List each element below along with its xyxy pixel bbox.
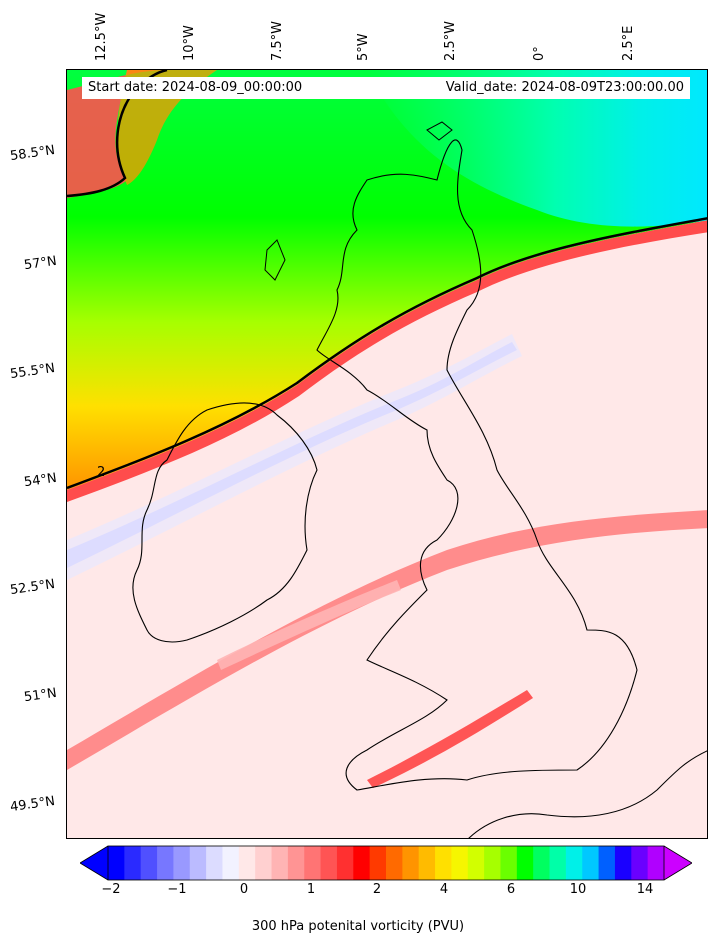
colorbar-cell bbox=[516, 846, 534, 880]
colorbar-cell bbox=[140, 846, 158, 880]
colorbar-cell bbox=[631, 846, 649, 880]
colorbar-tick-0: 0 bbox=[239, 882, 249, 897]
colorbar-tick-14: 14 bbox=[636, 882, 654, 897]
lat-label-49-5n: 49.5°N bbox=[9, 793, 56, 816]
valid-date-text: Valid_date: 2024-08-09T23:00:00.00 bbox=[445, 80, 684, 95]
colorbar-cell bbox=[614, 846, 632, 880]
lat-label-57n: 57°N bbox=[23, 253, 58, 274]
colorbar-tick-1: 1 bbox=[306, 882, 316, 897]
colorbar-cell bbox=[157, 846, 174, 880]
contour-label-2: 2 bbox=[97, 465, 105, 480]
start-date-text: Start date: 2024-08-09_00:00:00 bbox=[88, 80, 303, 95]
pv-streamer-2 bbox=[367, 690, 533, 788]
high-pv-red-nw bbox=[67, 70, 167, 198]
lon-label-0: 0° bbox=[532, 46, 547, 61]
colorbar-cell bbox=[336, 846, 354, 880]
colorbar-cell bbox=[271, 846, 289, 880]
lat-label-51n: 51°N bbox=[23, 685, 58, 706]
lat-label-52-5n: 52.5°N bbox=[9, 576, 56, 599]
colorbar-cell bbox=[173, 846, 191, 880]
colorbar-cell bbox=[222, 846, 240, 880]
colorbar-tick-4: 4 bbox=[439, 882, 449, 897]
colorbar-cell bbox=[287, 846, 305, 880]
colorbar-cell bbox=[353, 846, 371, 880]
high-pv-cyan bbox=[367, 70, 707, 227]
colorbar-tick-6: 6 bbox=[506, 882, 516, 897]
colorbar-cell bbox=[582, 846, 600, 880]
colorbar-cell bbox=[320, 846, 338, 880]
pv-2-contour bbox=[67, 217, 707, 490]
colorbar-cell bbox=[255, 846, 273, 880]
colorbar-cell bbox=[369, 846, 387, 880]
pv-streamer-3 bbox=[217, 580, 401, 670]
coastline-great-britain bbox=[316, 139, 638, 791]
colorbar-cell bbox=[467, 846, 485, 880]
lon-label-2-5e: 2.5°E bbox=[621, 25, 636, 61]
colorbar bbox=[80, 845, 692, 881]
colorbar-over-arrow bbox=[664, 846, 692, 880]
colorbar-cell bbox=[206, 846, 223, 880]
colorbar-cell bbox=[484, 846, 501, 880]
colorbar-cell bbox=[124, 846, 142, 880]
colorbar-cell bbox=[238, 846, 256, 880]
colorbar-cell bbox=[418, 846, 436, 880]
colorbar-cell bbox=[108, 846, 125, 880]
colorbar-cell bbox=[402, 846, 420, 880]
colorbar-cell bbox=[647, 846, 665, 880]
lon-label-2-5w: 2.5°W bbox=[443, 20, 458, 61]
lon-label-10w: 10°W bbox=[182, 25, 197, 61]
colorbar-tick-2: 2 bbox=[372, 882, 382, 897]
negative-pv-band-light bbox=[67, 334, 522, 580]
coastline-orkney bbox=[426, 121, 453, 141]
colorbar-cell bbox=[598, 846, 616, 880]
lon-label-5w: 5°W bbox=[356, 33, 371, 61]
pv-boundary-red-band bbox=[67, 220, 707, 502]
coastline-france bbox=[468, 750, 707, 838]
lat-label-55-5n: 55.5°N bbox=[9, 360, 56, 383]
lon-label-12-5w: 12.5°W bbox=[94, 12, 109, 61]
lon-label-7-5w: 7.5°W bbox=[270, 20, 285, 61]
map-panel: 2 bbox=[66, 69, 708, 839]
colorbar-cell bbox=[435, 846, 452, 880]
colorbar-cell bbox=[386, 846, 403, 880]
colorbar-cell bbox=[451, 846, 469, 880]
colorbar-under-arrow bbox=[80, 846, 108, 880]
colorbar-cell bbox=[304, 846, 322, 880]
date-info-box: Start date: 2024-08-09_00:00:00 Valid_da… bbox=[82, 77, 690, 99]
colorbar-cell bbox=[565, 846, 583, 880]
lat-label-54n: 54°N bbox=[23, 470, 58, 491]
colorbar-tick-neg1: −1 bbox=[167, 882, 187, 897]
colorbar-cell bbox=[189, 846, 207, 880]
coastline-ireland bbox=[132, 402, 318, 643]
colorbar-tick-neg2: −2 bbox=[101, 882, 121, 897]
coastline-hebrides bbox=[264, 239, 286, 281]
colorbar-tick-10: 10 bbox=[569, 882, 587, 897]
pv-contour-map: 2 bbox=[67, 70, 707, 838]
lat-label-58-5n: 58.5°N bbox=[9, 142, 56, 165]
colorbar-cell bbox=[549, 846, 567, 880]
colorbar-cell bbox=[533, 846, 551, 880]
colorbar-label: 300 hPa potenital vorticity (PVU) bbox=[251, 919, 465, 934]
colorbar-cell bbox=[500, 846, 518, 880]
